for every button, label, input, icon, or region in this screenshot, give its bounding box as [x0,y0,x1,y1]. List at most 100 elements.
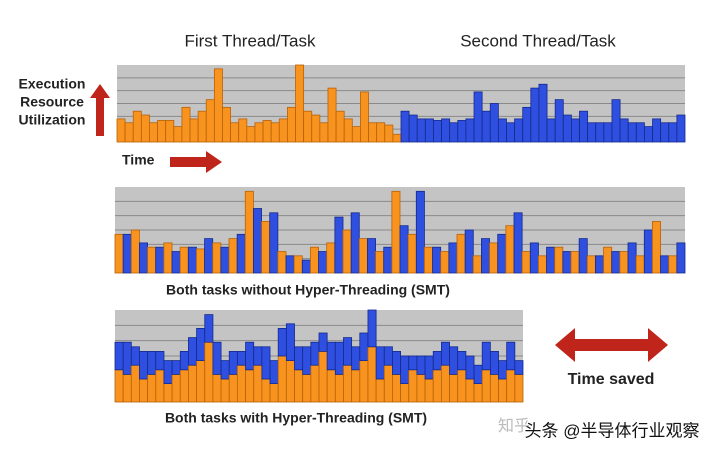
double-arrow [555,328,668,362]
bar [481,369,491,403]
bar [660,122,670,143]
bar [270,122,280,143]
bar [262,120,272,143]
bar [295,64,305,143]
bar [579,110,589,143]
bar [130,229,140,274]
bar [245,369,255,403]
bar [286,106,296,143]
bar [440,341,450,366]
bar [149,122,158,143]
bar [140,114,150,143]
bar [562,251,572,274]
bar [342,229,352,274]
bar [163,360,173,385]
bar [489,103,499,143]
bar [481,110,491,143]
bar [408,114,418,143]
bar [652,220,661,274]
bar [676,242,686,274]
bar [114,233,124,274]
bar [350,212,360,274]
bar [416,373,426,403]
bar [326,369,336,403]
bar [139,378,149,403]
bar [635,122,645,143]
bar [351,346,361,371]
bar [114,369,124,403]
bar [253,364,263,403]
bar [660,255,670,274]
bar [644,126,653,143]
bar [440,251,450,274]
bar [222,106,232,143]
bar [668,255,678,274]
bar [326,341,336,371]
bar [278,118,288,143]
bar [416,118,426,143]
bar [360,91,369,143]
bar [261,346,271,380]
bar [415,190,425,274]
bar [238,118,248,143]
bar [457,369,467,403]
bar [157,120,167,143]
bar [212,341,222,375]
bar [244,190,254,274]
bar [587,122,597,143]
bar [383,364,393,403]
bar [179,369,189,403]
bar [122,341,132,375]
bar [384,124,394,143]
bar [570,251,580,274]
bar [375,251,385,274]
bar [424,246,433,274]
bar [302,346,312,375]
bar [310,364,320,403]
bar [204,314,214,343]
bar [261,220,271,274]
bar [529,242,539,274]
caption: Both tasks with Hyper-Threading (SMT) [165,410,427,426]
bar [147,373,157,403]
bar [269,360,279,385]
bar [351,126,361,143]
bar [457,350,467,371]
bar [546,118,556,143]
bar [391,190,401,274]
bar [432,350,442,371]
bar [489,242,499,274]
bar [399,225,409,274]
bar [514,360,524,375]
bar [139,350,149,380]
bar [424,378,434,403]
bar [303,110,313,143]
bar [481,341,491,371]
bar [448,242,458,274]
bar [562,114,572,143]
bar [449,373,459,403]
bar [498,378,508,403]
bar [181,106,191,143]
bar [171,251,181,274]
bar [327,87,337,143]
bar [318,332,328,352]
right-arrow [170,151,222,173]
bar [578,238,588,274]
bar [124,122,134,143]
bar [147,246,157,274]
bar [285,360,295,403]
bar [254,122,264,143]
bar [358,238,368,274]
bar [668,122,678,143]
bar [253,346,263,366]
bar [652,118,662,143]
bar [334,341,344,375]
bar [383,346,393,366]
bar [514,373,524,403]
bar [619,118,629,143]
bar [294,369,304,403]
bar [212,242,222,274]
bar [635,255,645,274]
